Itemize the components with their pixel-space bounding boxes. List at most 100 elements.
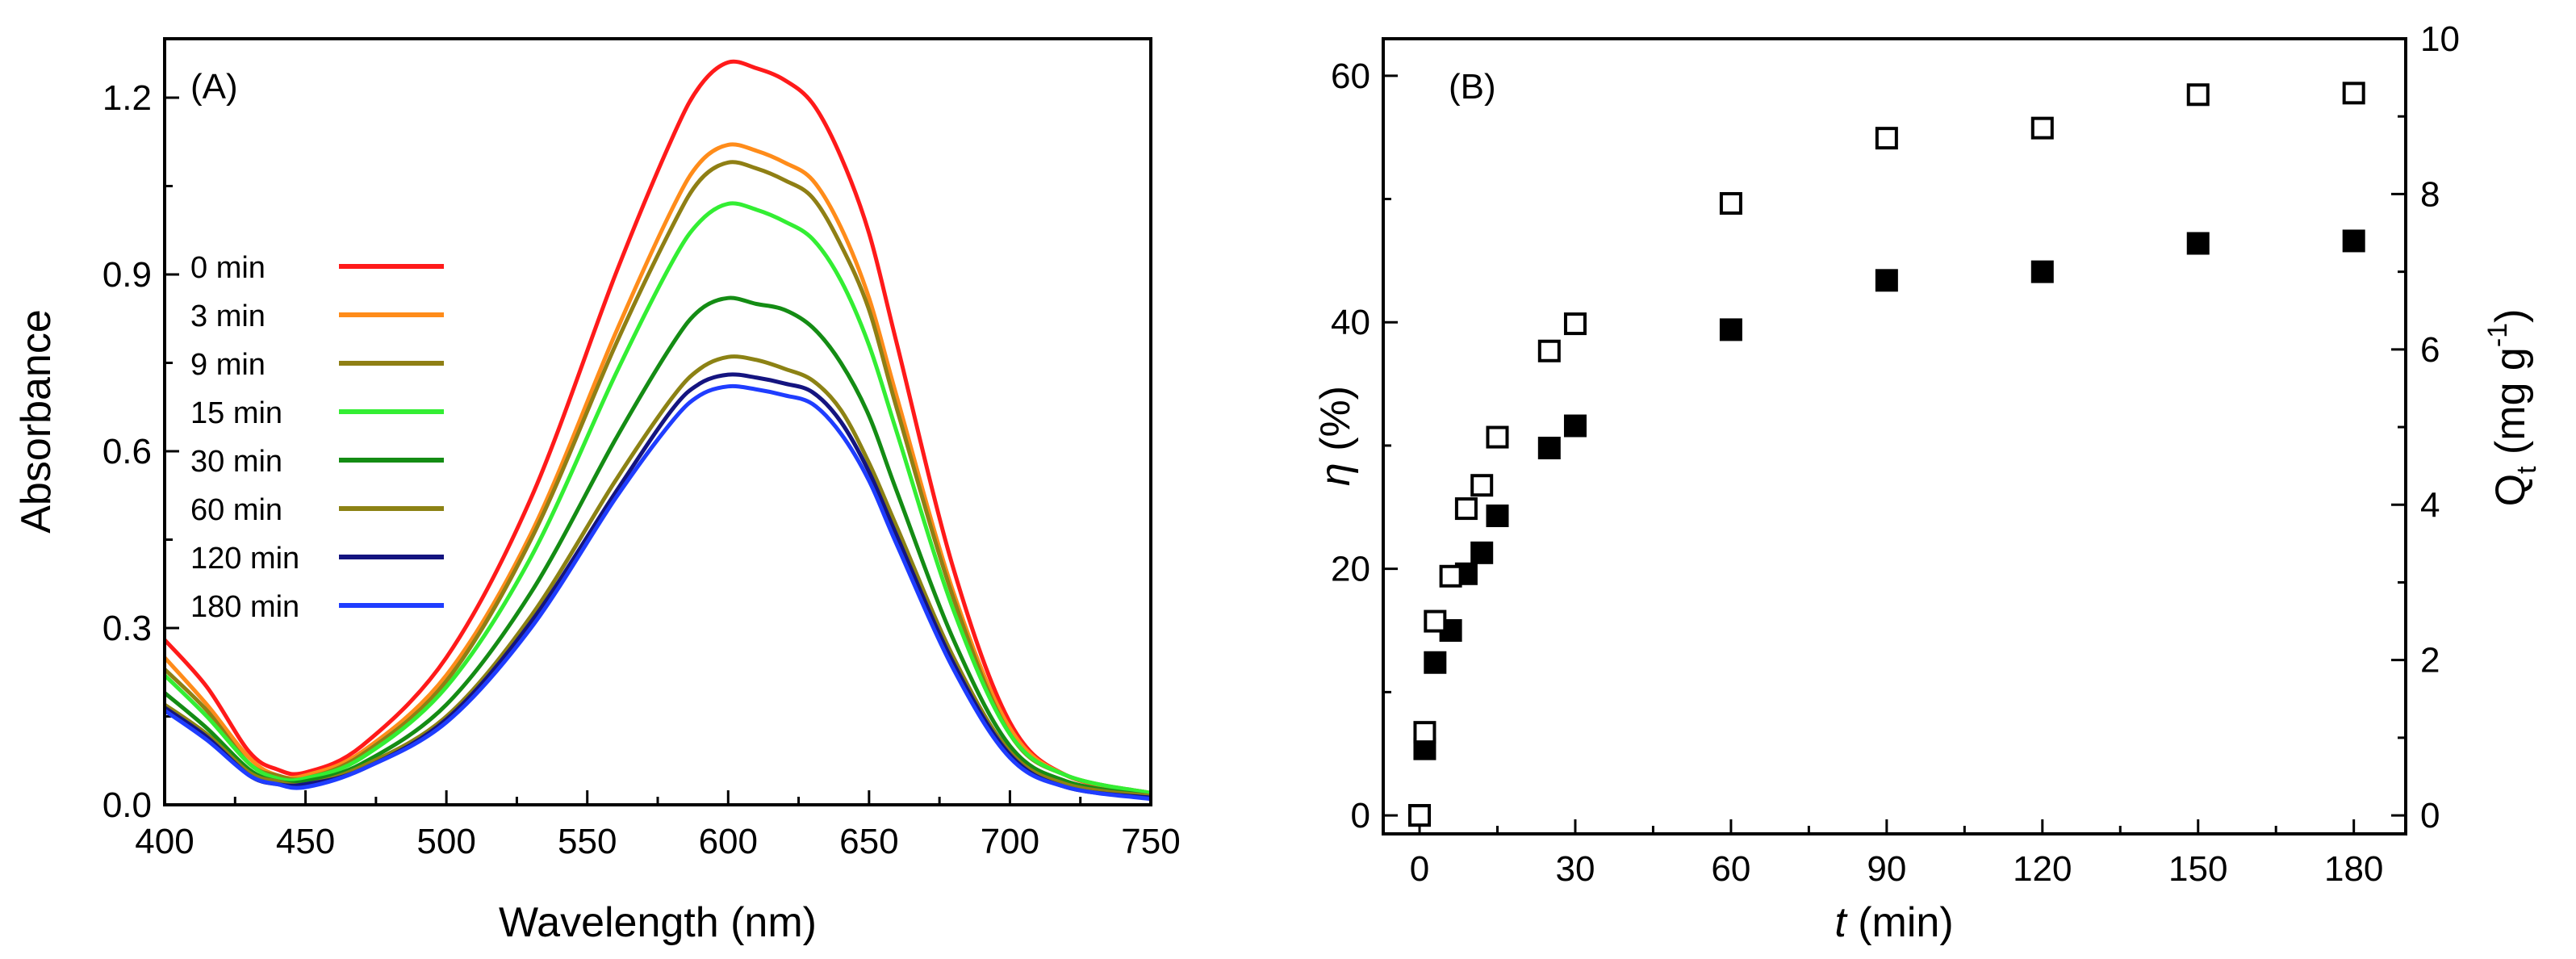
panel-b-y-tick-label: 0 <box>1351 796 1370 835</box>
panel-a-y-tick-label: 1.2 <box>102 78 152 118</box>
panel-b-y2-title-close: ) <box>2487 309 2534 323</box>
point-qt <box>2342 82 2365 105</box>
panel-a-label: (A) <box>190 67 238 107</box>
panel-b-x-axis-title-unit: (min) <box>1846 899 1954 946</box>
panel-a-x-tick-label: 600 <box>699 822 758 861</box>
point-qt <box>1563 312 1587 336</box>
point-qt <box>2030 116 2054 140</box>
panel-b-y2-tick-label: 2 <box>2420 641 2440 681</box>
point-eta <box>1486 505 1509 527</box>
panel-a-y-tick-label: 0.9 <box>102 255 152 295</box>
panel-b-y2-axis-title: Qt (mg g-1) <box>2482 309 2542 507</box>
panel-a-plot-frame <box>163 37 1152 806</box>
point-eta <box>1424 651 1447 674</box>
panel-a-y-tick-label: 0.6 <box>102 432 152 471</box>
panel-b-x-tick-labels: 0 30 60 90 120 150 180 <box>1410 849 2384 889</box>
panel-b-y2-title-main: Q <box>2487 474 2534 506</box>
point-qt <box>2186 83 2210 107</box>
panel-b-x-tick-label: 60 <box>1711 849 1750 889</box>
panel-b-y-axis-title-var: η <box>1312 463 1359 486</box>
panel-a-x-axis-title: Wavelength (nm) <box>499 899 817 946</box>
panel-a: (A) 400 450 500 550 600 650 700 750 0.00.30.60.… <box>13 37 1181 946</box>
series-line-120-min <box>163 372 1152 800</box>
panel-b-y-tick-labels: 0 20 40 60 <box>1331 57 1370 835</box>
panel-b-data-points <box>1408 82 2365 827</box>
panel-b-y-axis-title: η (%) <box>1312 386 1359 486</box>
legend-label: 3 min <box>190 299 266 333</box>
panel-b-x-tick-label: 0 <box>1410 849 1429 889</box>
legend-label: 60 min <box>190 493 282 527</box>
panel-b-x-tick-label: 180 <box>2324 849 2383 889</box>
point-qt <box>1454 497 1478 521</box>
legend-label: 15 min <box>190 396 282 430</box>
point-eta <box>1537 437 1561 460</box>
legend-label: 30 min <box>190 445 282 479</box>
panel-a-x-tick-label: 750 <box>1121 822 1180 861</box>
panel-b-label: (B) <box>1449 67 1496 107</box>
legend-label: 9 min <box>190 348 266 382</box>
panel-b-y2-tick-label: 10 <box>2420 19 2460 59</box>
series-line-3-min <box>163 142 1152 795</box>
panel-a-legend: 0 min 3 min 9 min 15 min 30 min 60 min 120 min… <box>190 251 444 624</box>
panel-a-y-tick-label: 0.0 <box>102 785 152 825</box>
point-eta <box>1875 269 1898 292</box>
point-qt <box>1470 474 1494 497</box>
panel-b-y2-title-sub: t <box>2511 466 2542 474</box>
panel-b-x-tick-label: 150 <box>2168 849 2227 889</box>
panel-b-x-axis-title-var: t <box>1834 899 1848 946</box>
legend-label: 180 min <box>190 590 299 624</box>
panel-a-x-tick-label: 700 <box>981 822 1039 861</box>
series-line-180-min <box>163 383 1152 802</box>
legend-label: 120 min <box>190 542 299 576</box>
panel-a-x-tick-label: 400 <box>135 822 194 861</box>
panel-b-y2-tick-label: 6 <box>2420 330 2440 370</box>
panel-b-y-tick-label: 40 <box>1331 303 1370 342</box>
point-eta <box>2030 260 2054 283</box>
panel-b-y2-tick-labels: 0 2 4 6 8 10 <box>2420 19 2460 835</box>
point-qt <box>1875 127 1898 150</box>
panel-b-y-tick-label: 20 <box>1331 550 1370 589</box>
panel-b-y2-title-unit: (mg g <box>2487 347 2534 466</box>
series-line-60-min <box>163 354 1152 798</box>
panel-b-y2-tick-label: 8 <box>2420 174 2440 214</box>
series-line-0-min <box>163 59 1152 795</box>
panel-b-x-tick-label: 120 <box>2013 849 2072 889</box>
series-line-30-min <box>163 295 1152 798</box>
series-line-9-min <box>163 160 1152 795</box>
legend-label: 0 min <box>190 251 266 285</box>
panel-a-y-tick-labels: 0.0 0.3 0.6 0.9 1.2 <box>102 78 152 825</box>
series-line-15-min <box>163 201 1152 795</box>
panel-a-x-tick-label: 650 <box>839 822 898 861</box>
point-eta <box>2342 229 2365 253</box>
panel-b-y-axis-title-unit: (%) <box>1312 386 1359 463</box>
point-qt <box>1537 339 1561 362</box>
point-qt <box>1424 609 1447 633</box>
panel-a-x-tick-label: 500 <box>416 822 475 861</box>
point-eta <box>1563 414 1587 438</box>
panel-a-series-lines <box>163 59 1152 802</box>
panel-b-ticks <box>1383 37 2406 834</box>
panel-b-y2-tick-label: 4 <box>2420 485 2440 525</box>
panel-b-plot-frame <box>1382 37 2407 835</box>
point-qt <box>1719 191 1742 215</box>
panel-b-y2-tick-label: 0 <box>2420 796 2440 835</box>
panel-a-x-tick-labels: 400 450 500 550 600 650 700 750 <box>135 822 1180 861</box>
panel-b: (B) 0 30 60 90 120 150 180 0 20 40 60 0 2 4 6 8 10 t (… <box>1312 19 2542 946</box>
panel-b-y2-title-sup: -1 <box>2482 323 2513 347</box>
point-eta <box>2186 232 2210 255</box>
panel-a-x-tick-label: 450 <box>276 822 335 861</box>
panel-a-ticks <box>163 96 1152 806</box>
panel-a-y-axis-title: Absorbance <box>13 309 60 534</box>
panel-b-x-tick-label: 30 <box>1555 849 1595 889</box>
point-qt <box>1408 804 1432 827</box>
panel-b-y-tick-label: 60 <box>1331 57 1370 96</box>
point-eta <box>1719 318 1742 341</box>
panel-a-y-tick-label: 0.3 <box>102 609 152 648</box>
panel-a-x-tick-label: 550 <box>558 822 617 861</box>
point-qt <box>1439 564 1462 588</box>
panel-b-x-axis-title: t (min) <box>1834 899 1953 946</box>
point-eta <box>1470 541 1494 564</box>
point-qt <box>1486 425 1509 449</box>
point-qt <box>1413 721 1436 744</box>
